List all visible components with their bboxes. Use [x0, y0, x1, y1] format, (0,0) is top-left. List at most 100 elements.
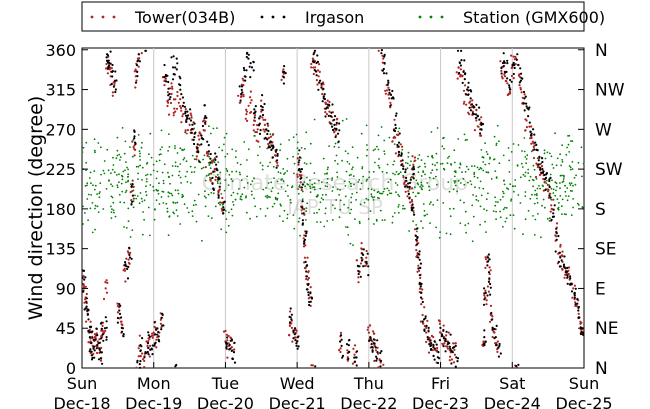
tower-034b-point	[203, 129, 206, 132]
station-point	[396, 184, 399, 186]
tower-034b-point	[367, 326, 370, 329]
irgason-point	[158, 340, 161, 343]
station-point	[277, 192, 280, 195]
irgason-point	[525, 102, 528, 105]
station-point	[216, 180, 219, 183]
station-point	[323, 225, 326, 228]
tower-034b-point	[547, 196, 551, 199]
station-point	[110, 211, 113, 214]
irgason-point	[260, 105, 263, 108]
station-point	[424, 173, 426, 176]
irgason-point	[412, 172, 415, 175]
tower-034b-point	[312, 72, 315, 76]
irgason-point	[423, 328, 426, 331]
station-point	[450, 163, 453, 166]
tower-034b-point	[425, 326, 428, 329]
station-point	[490, 178, 493, 180]
station-point	[417, 166, 420, 169]
irgason-point	[319, 79, 322, 82]
tower-034b-point	[416, 270, 419, 273]
station-point	[205, 175, 208, 177]
tower-034b-point	[256, 128, 259, 131]
station-point	[442, 202, 445, 204]
station-point	[119, 156, 122, 159]
irgason-point	[175, 363, 178, 367]
irgason-point	[298, 159, 301, 162]
irgason-point	[298, 149, 301, 152]
tower-034b-point	[421, 288, 424, 291]
irgason-point	[442, 329, 445, 332]
irgason-point	[105, 326, 108, 329]
tower-034b-point	[436, 346, 439, 350]
station-point	[502, 190, 504, 193]
tower-034b-point	[428, 336, 431, 339]
station-point	[555, 164, 558, 167]
station-point	[120, 182, 123, 185]
irgason-point	[184, 112, 187, 115]
station-point	[459, 222, 462, 225]
station-point	[273, 202, 276, 205]
station-point	[559, 187, 561, 190]
irgason-point	[569, 275, 572, 278]
irgason-point	[348, 350, 351, 353]
station-point	[429, 222, 431, 225]
station-point	[158, 203, 161, 205]
irgason-point	[383, 61, 386, 65]
station-point	[162, 202, 165, 204]
station-point	[174, 147, 176, 150]
irgason-point	[126, 267, 129, 271]
station-point	[295, 133, 298, 136]
station-point	[529, 197, 532, 200]
irgason-point	[476, 114, 479, 117]
station-point	[319, 201, 322, 204]
irgason-point	[558, 251, 562, 254]
irgason-point	[491, 328, 494, 331]
station-point	[494, 196, 496, 199]
station-point	[343, 180, 346, 183]
irgason-point	[401, 159, 404, 162]
irgason-point	[314, 70, 318, 73]
irgason-point	[186, 110, 189, 113]
station-point	[326, 178, 329, 180]
irgason-point	[150, 348, 153, 351]
station-point	[476, 176, 479, 179]
station-point	[91, 202, 94, 204]
irgason-point	[495, 344, 498, 347]
irgason-point	[95, 327, 98, 330]
irgason-point	[557, 234, 560, 238]
tower-034b-point	[480, 116, 483, 119]
station-point	[416, 230, 418, 233]
tower-034b-point	[404, 190, 407, 193]
station-point	[532, 185, 534, 188]
legend-label: Tower(034B)	[134, 8, 235, 27]
station-point	[174, 161, 177, 164]
irgason-point	[371, 350, 374, 353]
irgason-point	[530, 132, 533, 135]
irgason-point	[185, 120, 188, 123]
irgason-point	[204, 121, 207, 124]
tower-034b-point	[476, 125, 479, 128]
station-point	[272, 165, 275, 168]
tower-034b-point	[147, 337, 150, 340]
irgason-point	[98, 347, 101, 350]
irgason-point	[292, 330, 295, 333]
station-point	[459, 162, 462, 165]
irgason-point	[389, 93, 393, 96]
station-point	[86, 184, 88, 187]
station-point	[161, 190, 164, 193]
irgason-point	[552, 208, 555, 211]
irgason-point	[130, 257, 133, 260]
irgason-point	[528, 121, 531, 124]
tower-034b-point	[311, 364, 314, 367]
tower-034b-point	[353, 344, 357, 347]
station-point	[435, 152, 438, 155]
irgason-point	[368, 339, 371, 342]
station-point	[309, 162, 312, 165]
tower-034b-point	[92, 352, 95, 355]
watermark-line-1: Climate Research Group	[202, 171, 469, 196]
station-point	[180, 182, 183, 184]
tower-034b-point	[530, 136, 533, 139]
station-point	[403, 207, 406, 210]
tower-034b-point	[146, 344, 149, 347]
irgason-point	[447, 341, 450, 344]
